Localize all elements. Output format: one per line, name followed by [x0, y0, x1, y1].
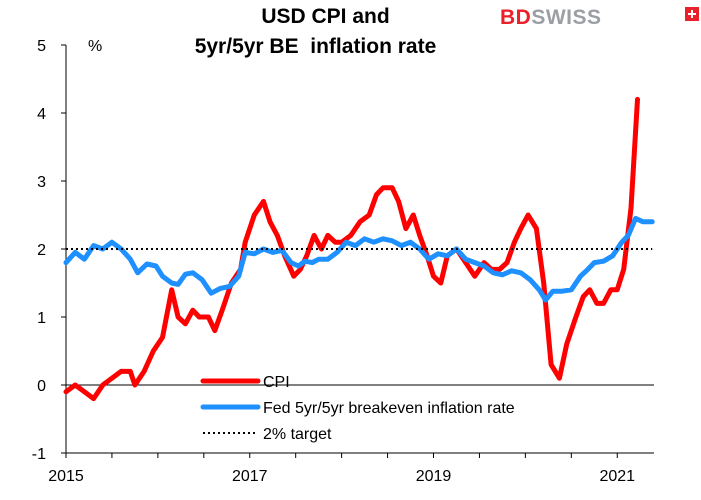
x-tick-label: 2021: [599, 468, 635, 485]
y-tick-label: 1: [37, 310, 46, 327]
chart-legend: CPI Fed 5yr/5yr breakeven inflation rate 2…: [200, 374, 515, 443]
x-tick-label: 2015: [48, 468, 84, 485]
series-line-2: [63, 215, 655, 303]
x-tick-label: 2019: [416, 468, 452, 485]
y-tick-label: -1: [32, 446, 46, 463]
logo-text-bd: BD: [500, 6, 532, 29]
legend-label-1: CPI: [263, 374, 290, 391]
swiss-cross-icon: [685, 7, 699, 21]
series-line-1: [63, 96, 640, 402]
y-axis-unit-label: %: [88, 38, 102, 55]
chart-series-layer: [63, 96, 655, 402]
y-tick-label: 2: [37, 242, 46, 259]
chart-title-line-1: USD CPI and: [261, 5, 390, 28]
x-tick-label: 2017: [232, 468, 268, 485]
bdswiss-logo: BDSWISS: [500, 6, 699, 30]
chart-axes: -1 0 1 2 3 4 5 % 2015 2017 2019 2021: [32, 38, 654, 485]
legend-label-3: 2% target: [263, 426, 332, 443]
y-tick-label: 3: [37, 174, 46, 191]
chart-title: USD CPI and 5yr/5yr BE inflation rate: [0, 2, 701, 62]
logo-text-swiss: SWISS: [531, 6, 602, 29]
y-tick-label: 5: [37, 38, 46, 55]
chart-title-line-2: 5yr/5yr BE inflation rate: [194, 35, 437, 58]
y-tick-label: 4: [37, 106, 46, 123]
y-tick-label: 0: [37, 378, 46, 395]
legend-label-2: Fed 5yr/5yr breakeven inflation rate: [263, 400, 515, 417]
